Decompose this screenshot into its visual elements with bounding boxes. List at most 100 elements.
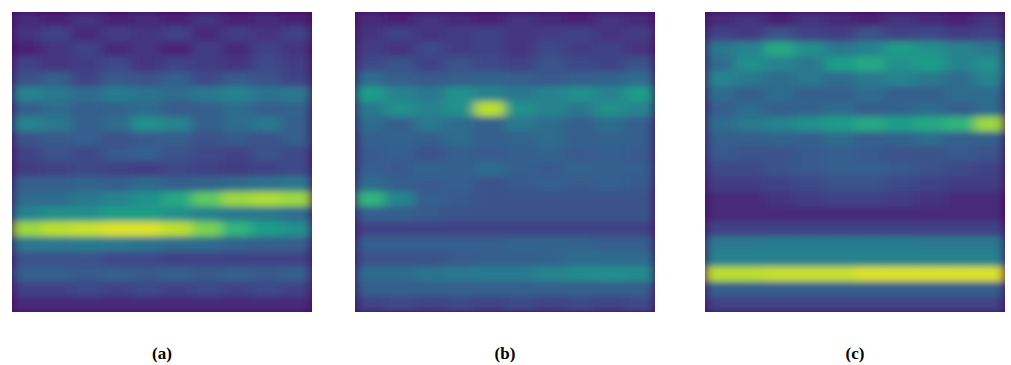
heatmap-cell — [885, 72, 916, 88]
heatmap-cell — [385, 297, 416, 313]
heatmap-cell — [445, 162, 476, 178]
heatmap-cell — [222, 237, 253, 253]
heatmap-cell — [445, 282, 476, 298]
heatmap-cell — [445, 147, 476, 163]
heatmap-cell — [72, 177, 103, 193]
heatmap-cell — [72, 72, 103, 88]
heatmap-cell — [705, 117, 736, 133]
heatmap-cell — [505, 72, 536, 88]
heatmap-cell — [565, 252, 596, 268]
heatmap-cell — [222, 267, 253, 283]
heatmap-panel: (b) — [355, 12, 656, 364]
heatmap-cell — [535, 177, 566, 193]
heatmap-cell — [162, 297, 193, 313]
heatmap-cell — [385, 147, 416, 163]
heatmap-cell — [765, 222, 796, 238]
heatmap-cell — [975, 87, 1006, 103]
heatmap-cell — [975, 42, 1006, 58]
heatmap-cell — [12, 12, 43, 28]
heatmap-cell — [735, 267, 766, 283]
heatmap-cell — [625, 57, 656, 73]
heatmap-cell — [385, 237, 416, 253]
heatmap-cell — [132, 87, 163, 103]
heatmap-cell — [535, 57, 566, 73]
heatmap-cell — [355, 72, 386, 88]
heatmap-cell — [595, 72, 626, 88]
heatmap-cell — [825, 117, 856, 133]
heatmap-cell — [385, 207, 416, 223]
heatmap-cell — [162, 147, 193, 163]
heatmap-cell — [565, 237, 596, 253]
heatmap-cell — [765, 147, 796, 163]
heatmap-cell — [282, 162, 313, 178]
heatmap-cell — [222, 252, 253, 268]
heatmap-cell — [915, 237, 946, 253]
heatmap-cell — [12, 252, 43, 268]
heatmap-cell — [475, 147, 506, 163]
heatmap-cell — [735, 282, 766, 298]
heatmap-cell — [282, 117, 313, 133]
heatmap-cell — [595, 177, 626, 193]
heatmap-cell — [252, 72, 283, 88]
heatmap-cell — [415, 282, 446, 298]
heatmap-cell — [975, 27, 1006, 43]
heatmap-cell — [222, 147, 253, 163]
heatmap-cell — [915, 222, 946, 238]
heatmap-cell — [72, 42, 103, 58]
heatmap-cell — [42, 27, 73, 43]
heatmap-cell — [595, 27, 626, 43]
heatmap-cell — [535, 27, 566, 43]
heatmap-cell — [252, 162, 283, 178]
heatmap-cell — [765, 297, 796, 313]
heatmap-cell — [765, 72, 796, 88]
heatmap-cell — [445, 297, 476, 313]
heatmap-cell — [825, 297, 856, 313]
heatmap-cell — [355, 27, 386, 43]
heatmap-cell — [42, 177, 73, 193]
heatmap-cell — [282, 267, 313, 283]
heatmap-cell — [132, 237, 163, 253]
heatmap-cell — [505, 57, 536, 73]
heatmap-cell — [885, 207, 916, 223]
heatmap-cell — [565, 162, 596, 178]
heatmap-cell — [765, 207, 796, 223]
heatmap-cell — [162, 252, 193, 268]
heatmap-cell — [252, 12, 283, 28]
heatmap-cell — [72, 117, 103, 133]
heatmap-cell — [102, 192, 133, 208]
heatmap-cell — [132, 267, 163, 283]
heatmap-cell — [445, 177, 476, 193]
heatmap-cell — [705, 282, 736, 298]
heatmap-cell — [415, 162, 446, 178]
heatmap-cell — [915, 42, 946, 58]
heatmap-cell — [192, 87, 223, 103]
heatmap-cell — [625, 42, 656, 58]
heatmap-cell — [795, 57, 826, 73]
heatmap-cell — [505, 252, 536, 268]
heatmap-cell — [975, 267, 1006, 283]
heatmap-cell — [945, 27, 976, 43]
heatmap-cell — [945, 192, 976, 208]
heatmap-cell — [885, 177, 916, 193]
heatmap-cell — [42, 267, 73, 283]
heatmap-cell — [595, 42, 626, 58]
heatmap-cell — [475, 117, 506, 133]
heatmap-cell — [162, 222, 193, 238]
heatmap-cell — [415, 267, 446, 283]
heatmap-cell — [192, 282, 223, 298]
heatmap-cell — [475, 192, 506, 208]
heatmap-cell — [505, 192, 536, 208]
heatmap-cell — [282, 87, 313, 103]
heatmap-cell — [12, 162, 43, 178]
heatmap-cell — [475, 132, 506, 148]
heatmap-cell — [355, 252, 386, 268]
heatmap-cell — [535, 132, 566, 148]
heatmap-cell — [735, 27, 766, 43]
heatmap-cell — [385, 177, 416, 193]
heatmap-cell — [825, 147, 856, 163]
heatmap-cell — [282, 177, 313, 193]
heatmap-cell — [252, 207, 283, 223]
heatmap-cell — [252, 177, 283, 193]
heatmap-cell — [595, 132, 626, 148]
heatmap-cell — [855, 192, 886, 208]
